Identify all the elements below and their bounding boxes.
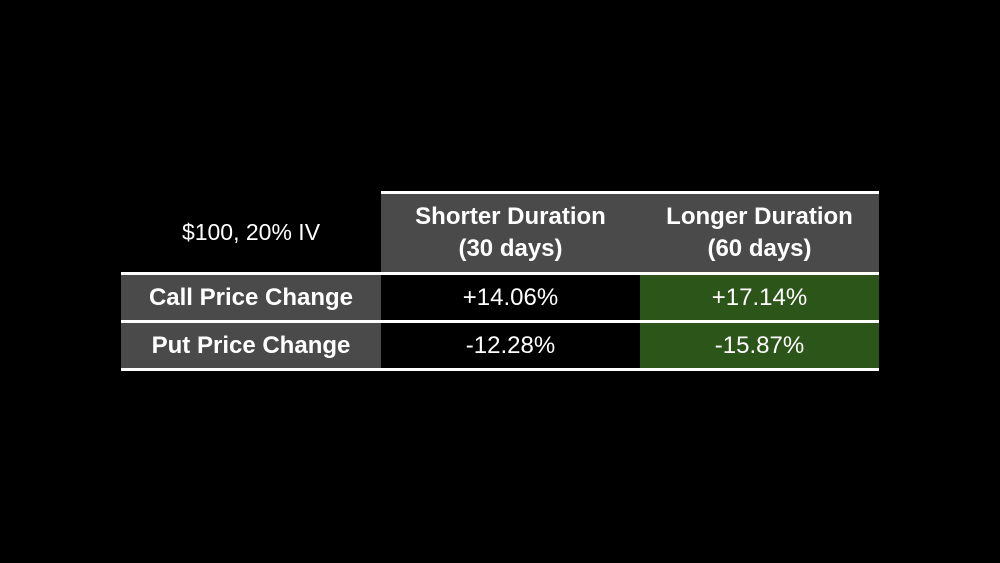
- value-cell: -15.87%: [640, 323, 879, 368]
- row-label: Put Price Change: [121, 323, 381, 368]
- table-rule: [121, 320, 879, 323]
- value-cell: +17.14%: [640, 275, 879, 320]
- header-line: (60 days): [707, 235, 812, 262]
- table-rule: [121, 368, 879, 371]
- row-label: Call Price Change: [121, 275, 381, 320]
- column-header: Longer Duration (60 days): [640, 194, 879, 272]
- header-line: Shorter Duration: [415, 203, 606, 230]
- table-rule: [381, 191, 879, 194]
- value-cell: -12.28%: [465, 331, 556, 359]
- header-line: (30 days): [458, 235, 563, 262]
- value-cell: +14.06%: [462, 283, 559, 311]
- corner-label: $100, 20% IV: [181, 219, 321, 245]
- table-rule: [121, 272, 879, 275]
- header-line: Longer Duration: [666, 203, 853, 230]
- column-header: Shorter Duration (30 days): [381, 194, 640, 272]
